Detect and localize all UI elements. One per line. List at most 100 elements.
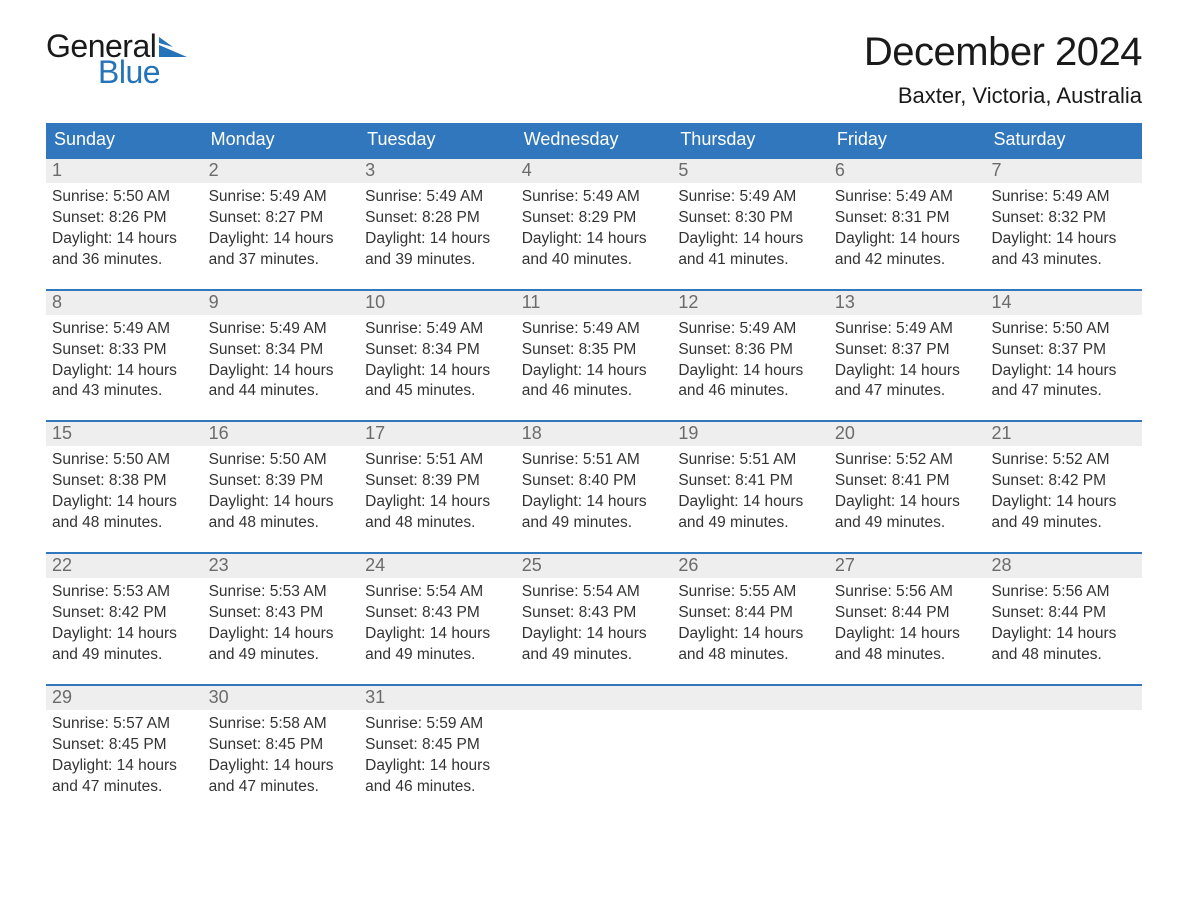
logo-word2: Blue — [98, 56, 187, 88]
sunset-line: Sunset: 8:34 PM — [209, 340, 354, 361]
day-number: 2 — [203, 159, 360, 183]
day-number: 26 — [672, 554, 829, 578]
daylight-line: Daylight: 14 hours and 40 minutes. — [522, 229, 667, 271]
daylight-line: Daylight: 14 hours and 41 minutes. — [678, 229, 823, 271]
logo-flag-icon — [159, 37, 187, 57]
day-body: Sunrise: 5:54 AMSunset: 8:43 PMDaylight:… — [516, 578, 673, 666]
day-body: Sunrise: 5:49 AMSunset: 8:33 PMDaylight:… — [46, 315, 203, 403]
day-number: 9 — [203, 291, 360, 315]
day-body: Sunrise: 5:59 AMSunset: 8:45 PMDaylight:… — [359, 710, 516, 798]
day-header-friday: Friday — [829, 123, 986, 157]
sunset-line: Sunset: 8:37 PM — [991, 340, 1136, 361]
sunrise-line: Sunrise: 5:49 AM — [209, 187, 354, 208]
daylight-line: Daylight: 14 hours and 47 minutes. — [835, 361, 980, 403]
daylight-line: Daylight: 14 hours and 49 minutes. — [522, 492, 667, 534]
sunset-line: Sunset: 8:41 PM — [678, 471, 823, 492]
day-body: Sunrise: 5:57 AMSunset: 8:45 PMDaylight:… — [46, 710, 203, 798]
sunset-line: Sunset: 8:42 PM — [52, 603, 197, 624]
day-cell: 30Sunrise: 5:58 AMSunset: 8:45 PMDayligh… — [203, 686, 360, 798]
sunrise-line: Sunrise: 5:49 AM — [522, 319, 667, 340]
day-number: 20 — [829, 422, 986, 446]
sunrise-line: Sunrise: 5:51 AM — [365, 450, 510, 471]
day-cell: 4Sunrise: 5:49 AMSunset: 8:29 PMDaylight… — [516, 159, 673, 271]
sunset-line: Sunset: 8:36 PM — [678, 340, 823, 361]
day-body: Sunrise: 5:55 AMSunset: 8:44 PMDaylight:… — [672, 578, 829, 666]
daylight-line: Daylight: 14 hours and 46 minutes. — [522, 361, 667, 403]
empty-day-number — [985, 686, 1142, 710]
day-cell: 7Sunrise: 5:49 AMSunset: 8:32 PMDaylight… — [985, 159, 1142, 271]
day-number: 7 — [985, 159, 1142, 183]
day-number: 16 — [203, 422, 360, 446]
empty-day-number — [672, 686, 829, 710]
daylight-line: Daylight: 14 hours and 43 minutes. — [52, 361, 197, 403]
day-body: Sunrise: 5:52 AMSunset: 8:41 PMDaylight:… — [829, 446, 986, 534]
day-body: Sunrise: 5:49 AMSunset: 8:29 PMDaylight:… — [516, 183, 673, 271]
day-body: Sunrise: 5:56 AMSunset: 8:44 PMDaylight:… — [985, 578, 1142, 666]
sunset-line: Sunset: 8:34 PM — [365, 340, 510, 361]
day-cell: 10Sunrise: 5:49 AMSunset: 8:34 PMDayligh… — [359, 291, 516, 403]
day-number: 24 — [359, 554, 516, 578]
daylight-line: Daylight: 14 hours and 37 minutes. — [209, 229, 354, 271]
sunset-line: Sunset: 8:28 PM — [365, 208, 510, 229]
sunset-line: Sunset: 8:26 PM — [52, 208, 197, 229]
day-cell: 5Sunrise: 5:49 AMSunset: 8:30 PMDaylight… — [672, 159, 829, 271]
daylight-line: Daylight: 14 hours and 43 minutes. — [991, 229, 1136, 271]
day-cell: 23Sunrise: 5:53 AMSunset: 8:43 PMDayligh… — [203, 554, 360, 666]
day-header-sunday: Sunday — [46, 123, 203, 157]
sunrise-line: Sunrise: 5:49 AM — [522, 187, 667, 208]
day-cell: 9Sunrise: 5:49 AMSunset: 8:34 PMDaylight… — [203, 291, 360, 403]
sunrise-line: Sunrise: 5:49 AM — [835, 319, 980, 340]
sunset-line: Sunset: 8:29 PM — [522, 208, 667, 229]
sunrise-line: Sunrise: 5:49 AM — [209, 319, 354, 340]
day-cell — [829, 686, 986, 798]
daylight-line: Daylight: 14 hours and 44 minutes. — [209, 361, 354, 403]
day-body: Sunrise: 5:49 AMSunset: 8:37 PMDaylight:… — [829, 315, 986, 403]
daylight-line: Daylight: 14 hours and 39 minutes. — [365, 229, 510, 271]
day-cell: 1Sunrise: 5:50 AMSunset: 8:26 PMDaylight… — [46, 159, 203, 271]
week-row: 15Sunrise: 5:50 AMSunset: 8:38 PMDayligh… — [46, 420, 1142, 534]
week-row: 22Sunrise: 5:53 AMSunset: 8:42 PMDayligh… — [46, 552, 1142, 666]
calendar: Sunday Monday Tuesday Wednesday Thursday… — [46, 123, 1142, 797]
empty-day-number — [829, 686, 986, 710]
day-cell — [516, 686, 673, 798]
sunset-line: Sunset: 8:35 PM — [522, 340, 667, 361]
day-number: 22 — [46, 554, 203, 578]
day-cell: 13Sunrise: 5:49 AMSunset: 8:37 PMDayligh… — [829, 291, 986, 403]
day-number: 6 — [829, 159, 986, 183]
sunset-line: Sunset: 8:44 PM — [678, 603, 823, 624]
day-body: Sunrise: 5:49 AMSunset: 8:36 PMDaylight:… — [672, 315, 829, 403]
daylight-line: Daylight: 14 hours and 46 minutes. — [365, 756, 510, 798]
day-body: Sunrise: 5:54 AMSunset: 8:43 PMDaylight:… — [359, 578, 516, 666]
sunset-line: Sunset: 8:45 PM — [365, 735, 510, 756]
day-body: Sunrise: 5:58 AMSunset: 8:45 PMDaylight:… — [203, 710, 360, 798]
sunrise-line: Sunrise: 5:51 AM — [522, 450, 667, 471]
location-subtitle: Baxter, Victoria, Australia — [864, 83, 1142, 109]
day-body: Sunrise: 5:49 AMSunset: 8:34 PMDaylight:… — [203, 315, 360, 403]
day-cell: 28Sunrise: 5:56 AMSunset: 8:44 PMDayligh… — [985, 554, 1142, 666]
sunset-line: Sunset: 8:45 PM — [52, 735, 197, 756]
day-cell: 24Sunrise: 5:54 AMSunset: 8:43 PMDayligh… — [359, 554, 516, 666]
daylight-line: Daylight: 14 hours and 49 minutes. — [678, 492, 823, 534]
day-body: Sunrise: 5:51 AMSunset: 8:41 PMDaylight:… — [672, 446, 829, 534]
sunrise-line: Sunrise: 5:56 AM — [991, 582, 1136, 603]
sunrise-line: Sunrise: 5:49 AM — [678, 187, 823, 208]
sunset-line: Sunset: 8:40 PM — [522, 471, 667, 492]
logo: General Blue — [46, 30, 187, 88]
day-body: Sunrise: 5:50 AMSunset: 8:38 PMDaylight:… — [46, 446, 203, 534]
day-cell: 8Sunrise: 5:49 AMSunset: 8:33 PMDaylight… — [46, 291, 203, 403]
day-number: 31 — [359, 686, 516, 710]
day-cell: 20Sunrise: 5:52 AMSunset: 8:41 PMDayligh… — [829, 422, 986, 534]
daylight-line: Daylight: 14 hours and 49 minutes. — [835, 492, 980, 534]
day-body: Sunrise: 5:49 AMSunset: 8:30 PMDaylight:… — [672, 183, 829, 271]
sunrise-line: Sunrise: 5:50 AM — [52, 450, 197, 471]
day-number: 1 — [46, 159, 203, 183]
day-number: 3 — [359, 159, 516, 183]
sunrise-line: Sunrise: 5:50 AM — [52, 187, 197, 208]
day-cell: 31Sunrise: 5:59 AMSunset: 8:45 PMDayligh… — [359, 686, 516, 798]
day-body: Sunrise: 5:49 AMSunset: 8:34 PMDaylight:… — [359, 315, 516, 403]
week-row: 29Sunrise: 5:57 AMSunset: 8:45 PMDayligh… — [46, 684, 1142, 798]
sunrise-line: Sunrise: 5:52 AM — [835, 450, 980, 471]
day-header-saturday: Saturday — [985, 123, 1142, 157]
day-cell: 12Sunrise: 5:49 AMSunset: 8:36 PMDayligh… — [672, 291, 829, 403]
day-number: 25 — [516, 554, 673, 578]
